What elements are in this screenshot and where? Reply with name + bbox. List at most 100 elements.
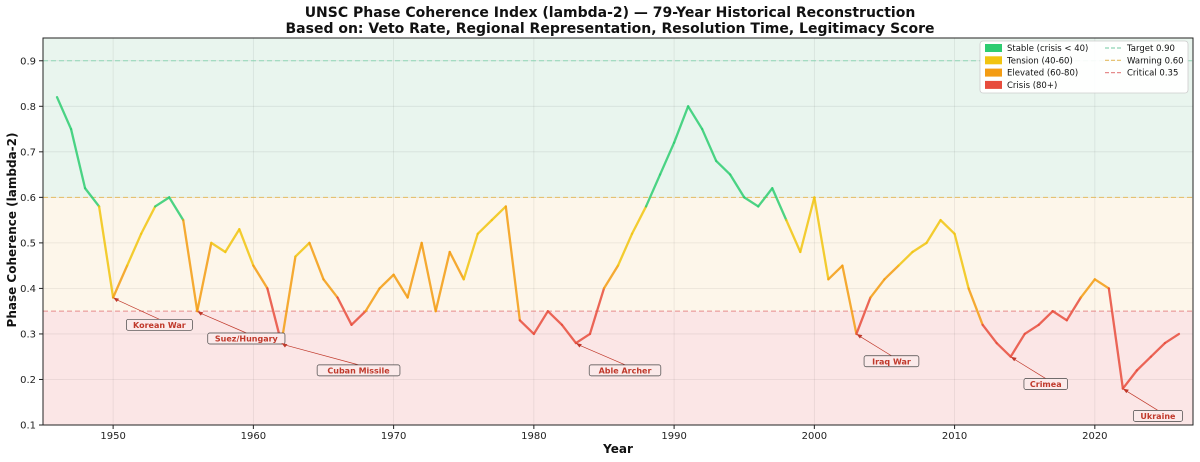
series-segment-1982 xyxy=(560,323,578,345)
series-segment-2020 xyxy=(1093,278,1111,290)
series-segment-1953 xyxy=(154,196,171,208)
y-tick-label-0.5: 0.5 xyxy=(20,238,36,249)
x-tick-label-2010: 2010 xyxy=(942,431,967,442)
series-segment-1994 xyxy=(729,173,746,199)
series-segment-2025 xyxy=(1163,332,1181,345)
annotation-arrowhead-5 xyxy=(1010,356,1017,362)
series-segment-1997 xyxy=(771,187,788,222)
series-segment-1998 xyxy=(785,218,802,254)
annotation-box-2 xyxy=(316,364,401,377)
series-segment-2006 xyxy=(897,250,914,267)
annotation-label-2: Cuban Missile xyxy=(327,366,390,375)
annotation-arrowhead-6 xyxy=(1122,388,1129,394)
series-segment-1958 xyxy=(224,228,241,254)
annotation-arrow-5 xyxy=(1012,357,1046,379)
annotation-label-0: Korean War xyxy=(133,321,186,330)
annotation-box-1 xyxy=(207,332,286,345)
legend-threshold-label-1: Warning 0.60 xyxy=(1127,56,1184,66)
y-tick-label-0.2: 0.2 xyxy=(20,375,36,386)
series-segment-1973 xyxy=(434,250,451,313)
series-segment-1954 xyxy=(168,196,185,222)
y-tick-label-0.8: 0.8 xyxy=(20,102,36,113)
series-segment-2017 xyxy=(1051,310,1068,322)
y-tick-label-0.3: 0.3 xyxy=(20,329,36,340)
series-segment-1984 xyxy=(588,287,606,336)
legend-label-3: Crisis (80+) xyxy=(1007,81,1057,91)
annotation-arrow-6 xyxy=(1124,389,1159,411)
series-segment-2010 xyxy=(953,232,970,290)
series-segment-1965 xyxy=(322,278,339,299)
series-segment-1959 xyxy=(238,228,255,267)
series-segment-1975 xyxy=(462,232,479,281)
series-segment-1991 xyxy=(686,105,704,131)
series-segment-1962 xyxy=(280,255,297,345)
y-tick-label-0.9: 0.9 xyxy=(20,56,36,67)
series-segment-1974 xyxy=(448,250,465,281)
series-segment-2005 xyxy=(883,264,900,281)
series-segment-1966 xyxy=(336,296,353,326)
annotation-arrow-3 xyxy=(577,344,626,366)
series-segment-2015 xyxy=(1023,323,1040,336)
series-segment-1955 xyxy=(182,218,199,313)
series-segment-1988 xyxy=(644,173,662,208)
annotation-arrow-0 xyxy=(114,298,160,320)
series-segment-1960 xyxy=(252,264,269,290)
annotation-label-5: Crimea xyxy=(1030,380,1062,389)
series-segment-1967 xyxy=(350,310,367,326)
annotation-box-0 xyxy=(126,318,193,331)
x-axis-label: Year xyxy=(602,442,633,456)
series-segment-2018 xyxy=(1065,296,1082,322)
annotation-label-4: Iraq War xyxy=(872,357,911,366)
series-segment-1985 xyxy=(602,264,620,290)
series-segment-1976 xyxy=(476,218,493,235)
chart-title-line1: UNSC Phase Coherence Index (lambda-2) — … xyxy=(305,5,916,21)
series-segment-2000 xyxy=(813,196,830,281)
legend-label-1: Tension (40-60) xyxy=(1006,56,1073,66)
series-segment-2008 xyxy=(925,218,942,245)
annotation-arrowhead-0 xyxy=(113,297,120,303)
x-tick-label-1970: 1970 xyxy=(381,431,406,442)
series-segment-1978 xyxy=(504,205,521,322)
annotation-arrow-4 xyxy=(858,335,892,357)
series-segment-1970 xyxy=(392,273,409,299)
series-segment-1957 xyxy=(210,241,227,254)
annotation-arrow-2 xyxy=(283,344,359,366)
series-segment-1950 xyxy=(111,264,129,299)
series-segment-2012 xyxy=(981,323,998,345)
series-segment-1995 xyxy=(743,196,760,208)
x-tick-label-1980: 1980 xyxy=(521,431,546,442)
legend-swatch-2 xyxy=(985,68,1002,77)
series-segment-2004 xyxy=(869,278,886,299)
x-tick-label-1950: 1950 xyxy=(100,431,125,442)
series-segment-2013 xyxy=(995,341,1012,358)
series-segment-2009 xyxy=(939,218,956,235)
y-tick-label-0.4: 0.4 xyxy=(20,284,36,295)
event-annotations: Korean War Suez/Hungary Cuban Missile Able … xyxy=(113,297,1183,422)
series-segment-2022 xyxy=(1121,369,1139,390)
series-segment-1951 xyxy=(125,232,143,267)
series-segment-1972 xyxy=(420,241,437,313)
series-segment-1993 xyxy=(715,159,732,176)
annotation-arrow-1 xyxy=(199,312,247,334)
series-segment-2019 xyxy=(1079,278,1096,299)
legend-label-2: Elevated (60-80) xyxy=(1007,69,1078,79)
series-segment-1968 xyxy=(364,287,381,313)
series-segment-1983 xyxy=(574,332,592,345)
series-segment-1964 xyxy=(308,241,325,281)
legend: Stable (crisis < 40) Tension (40-60) Eleva… xyxy=(979,40,1189,94)
series-segment-1977 xyxy=(490,205,507,222)
series-segment-2001 xyxy=(827,264,844,281)
series-segment-1948 xyxy=(83,187,101,208)
annotation-label-3: Able Archer xyxy=(599,366,652,375)
series-segment-2023 xyxy=(1135,355,1153,372)
legend-label-0: Stable (crisis < 40) xyxy=(1007,44,1088,54)
series-segment-1989 xyxy=(658,141,676,176)
series-segment-1956 xyxy=(196,241,213,313)
series-segment-1949 xyxy=(97,205,115,299)
legend-swatch-3 xyxy=(985,80,1002,89)
x-tick-label-1960: 1960 xyxy=(241,431,266,442)
annotation-box-6 xyxy=(1132,410,1183,422)
series-segment-2021 xyxy=(1107,287,1125,390)
series-segment-2002 xyxy=(841,264,858,336)
legend-swatch-1 xyxy=(985,56,1002,65)
